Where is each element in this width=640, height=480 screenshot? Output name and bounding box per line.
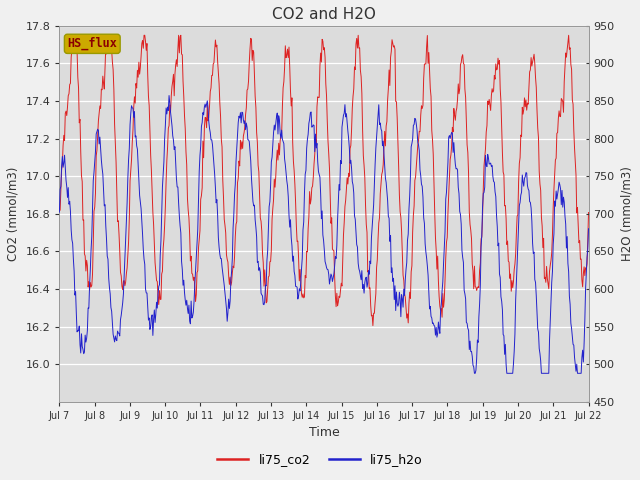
X-axis label: Time: Time — [308, 426, 339, 440]
Y-axis label: H2O (mmol/m3): H2O (mmol/m3) — [620, 167, 633, 261]
Legend: li75_co2, li75_h2o: li75_co2, li75_h2o — [212, 448, 428, 471]
Text: HS_flux: HS_flux — [67, 37, 117, 50]
Title: CO2 and H2O: CO2 and H2O — [272, 7, 376, 22]
Y-axis label: CO2 (mmol/m3): CO2 (mmol/m3) — [7, 167, 20, 261]
